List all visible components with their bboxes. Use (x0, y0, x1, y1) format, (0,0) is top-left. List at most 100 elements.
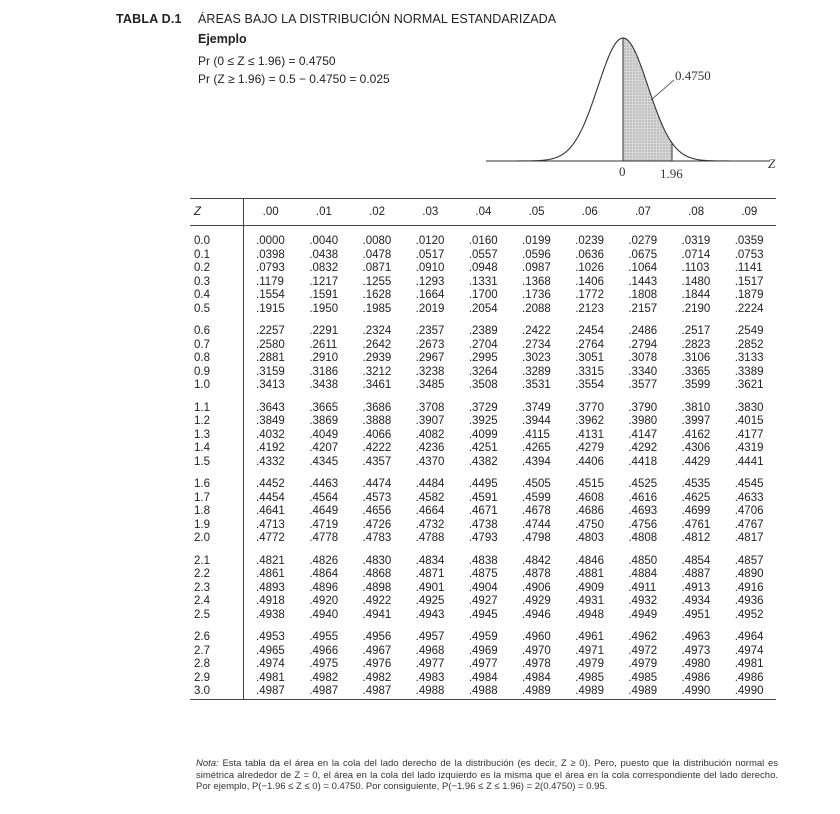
table-row: 2.2 .4861 .4864 .4868 .4871 .4875 .4878 .4881 .4… (190, 568, 776, 582)
area-cell: .4989 (563, 685, 617, 700)
area-cell: .4949 (628, 608, 658, 621)
area-cell: .4979 (575, 658, 604, 670)
area-cell: .2190 (681, 302, 711, 315)
area-cell: .4319 (734, 442, 764, 454)
area-cell: .4962 (628, 631, 658, 643)
area-cell: .0438 (309, 248, 339, 261)
area-cell: .4726 (362, 518, 392, 531)
area-cell: .4699 (681, 505, 711, 517)
area-cell: .1480 (681, 275, 711, 288)
area-cell: .4975 (309, 658, 339, 670)
area-cell: .4990 (669, 685, 723, 700)
area-cell: .4890 (734, 568, 764, 580)
area-cell: .4984 (468, 671, 498, 684)
tick-label-zero: 0 (619, 164, 626, 179)
area-cell: .3133 (734, 352, 764, 364)
z-value-cell: 2.3 (190, 581, 244, 595)
table-row: 2.6 .4953 .4955 .4956 .4957 .4959 .4960 .4961 .4… (190, 631, 776, 645)
z-value-cell: 1.7 (190, 491, 244, 505)
area-cell: .3531 (522, 379, 551, 391)
area-cell: .4959 (468, 631, 498, 643)
z-value-cell: 2.2 (190, 568, 244, 582)
area-cell: .4761 (681, 518, 711, 531)
area-cell: .4625 (681, 491, 711, 504)
area-cell: .4968 (415, 644, 445, 657)
area-cell: .1554 (256, 289, 285, 301)
z-value-cell: 2.7 (190, 644, 244, 658)
area-cell: .4979 (628, 658, 658, 670)
area-cell: .4985 (628, 671, 658, 684)
area-cell: .4974 (256, 658, 285, 670)
area-cell: .4986 (681, 671, 711, 684)
z-value-cell: 2.5 (190, 608, 244, 622)
table-row: 2.0 .4772 .4778 .4783 .4788 .4793 .4798 .4803 .4… (190, 532, 776, 546)
area-cell: .1915 (256, 302, 285, 315)
area-cell: .2823 (681, 338, 711, 351)
area-cell: .4969 (468, 644, 498, 657)
area-cell: .2549 (734, 325, 764, 337)
area-cell: .4441 (734, 455, 764, 468)
area-cell: .4332 (256, 455, 285, 468)
area-cell: .1591 (309, 289, 339, 301)
area-cell: .4808 (628, 532, 658, 544)
area-cell: .3485 (415, 379, 445, 391)
area-cell: .4649 (309, 505, 339, 517)
area-cell: .2967 (415, 352, 445, 364)
area-cell: .3686 (362, 401, 392, 414)
area-cell: .4896 (309, 581, 339, 594)
area-cell: .4826 (309, 554, 339, 567)
area-cell: .4812 (681, 532, 711, 544)
area-cell: .4854 (681, 554, 711, 567)
area-cell: .3729 (468, 401, 498, 414)
note-label: Nota: (196, 758, 219, 769)
z-axis-label: Z (768, 156, 776, 171)
area-cell: .4864 (309, 568, 339, 580)
area-cell: .4909 (575, 581, 604, 594)
area-cell: .4474 (362, 478, 392, 490)
table-row: 0.8 .2881 .2910 .2939 .2967 .2995 .3023 .3051 .3… (190, 352, 776, 366)
area-cell: .3438 (309, 379, 339, 391)
area-cell: .4971 (575, 644, 604, 657)
header-col: .04 (456, 198, 511, 226)
area-cell: .2123 (575, 302, 604, 315)
area-cell: .4965 (256, 644, 285, 657)
area-cell: .4878 (522, 568, 551, 580)
table-row: 0.3 .1179 .1217 .1255 .1293 .1331 .1368 .1406 .1… (190, 275, 776, 289)
area-cell: .4484 (415, 478, 445, 490)
area-cell: .1950 (309, 302, 339, 315)
header-col: .02 (350, 198, 404, 226)
z-value-cell: 1.4 (190, 442, 244, 456)
area-cell: .0948 (468, 262, 498, 274)
area-cell: .4978 (522, 658, 551, 670)
area-cell: .4842 (522, 554, 551, 567)
area-cell: .4920 (309, 595, 339, 607)
area-cell: .3665 (309, 401, 339, 414)
area-cell: .1026 (575, 262, 604, 274)
area-cell: .4911 (628, 581, 657, 594)
area-cell: .4830 (362, 554, 392, 567)
area-cell: .4981 (734, 658, 764, 670)
area-cell: .4981 (256, 671, 285, 684)
z-value-cell: 0.7 (190, 338, 244, 352)
area-cell: .2224 (734, 302, 764, 315)
area-cell: .1443 (628, 275, 658, 288)
area-cell: .4082 (415, 428, 445, 441)
table-row: 0.4 .1554 .1591 .1628 .1664 .1700 .1736 .1772 .1… (190, 289, 776, 303)
area-cell: .4573 (362, 491, 392, 504)
area-cell: .3577 (628, 379, 658, 391)
area-cell: .4545 (734, 478, 764, 490)
z-value-cell: 2.8 (190, 658, 244, 672)
group-spacer (190, 225, 776, 235)
shaded-area (623, 38, 672, 161)
table-row: 1.1 .3643 .3665 .3686 .3708 .3729 .3749 .3770 .3… (190, 401, 776, 415)
area-cell: .4901 (415, 581, 445, 594)
area-cell: .2910 (309, 352, 339, 364)
area-cell: .3770 (575, 401, 604, 414)
normal-curve-figure: 0.4750 Z 0 1.96 (486, 37, 776, 181)
table-row: 1.8 .4641 .4649 .4656 .4664 .4671 .4678 .4686 .4… (190, 505, 776, 519)
z-value-cell: 3.0 (190, 685, 244, 700)
area-cell: .4985 (575, 671, 604, 684)
area-cell: .2704 (468, 338, 498, 351)
area-cell: .4929 (522, 595, 551, 607)
area-cell: .4980 (681, 658, 711, 670)
